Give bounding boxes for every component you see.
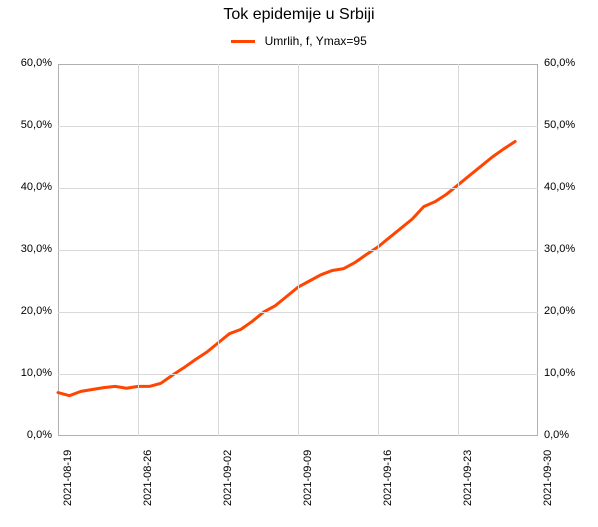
legend-swatch: [231, 40, 255, 43]
gridline-v: [458, 64, 459, 436]
x-tick-label: 2021-09-23: [462, 450, 474, 506]
y-tick-left: 10,0%: [21, 367, 52, 379]
legend-label: Umrlih, f, Ymax=95: [265, 34, 367, 48]
y-tick-right: 60,0%: [544, 57, 575, 69]
y-tick-right: 20,0%: [544, 305, 575, 317]
gridline-v: [218, 64, 219, 436]
x-tick-label: 2021-09-09: [302, 450, 314, 506]
y-tick-right: 40,0%: [544, 181, 575, 193]
y-tick-right: 10,0%: [544, 367, 575, 379]
series-line: [58, 142, 515, 396]
y-tick-right: 0,0%: [544, 429, 569, 441]
y-tick-left: 40,0%: [21, 181, 52, 193]
gridline-v: [298, 64, 299, 436]
x-tick-label: 2021-09-02: [222, 450, 234, 506]
chart-legend: Umrlih, f, Ymax=95: [0, 34, 598, 48]
x-tick-label: 2021-08-26: [142, 450, 154, 506]
x-tick-label: 2021-09-16: [382, 450, 394, 506]
chart-title: Tok epidemije u Srbiji: [0, 6, 598, 24]
y-tick-left: 20,0%: [21, 305, 52, 317]
chart-container: Tok epidemije u Srbiji Umrlih, f, Ymax=9…: [0, 0, 598, 527]
y-tick-left: 60,0%: [21, 57, 52, 69]
gridline-v: [378, 64, 379, 436]
y-tick-left: 30,0%: [21, 243, 52, 255]
y-tick-right: 50,0%: [544, 119, 575, 131]
plot-area: 0,0%0,0%10,0%10,0%20,0%20,0%30,0%30,0%40…: [58, 64, 538, 436]
y-tick-left: 0,0%: [27, 429, 52, 441]
x-tick-label: 2021-08-19: [62, 450, 74, 506]
x-tick-label: 2021-09-30: [542, 450, 554, 506]
gridline-v: [138, 64, 139, 436]
y-tick-right: 30,0%: [544, 243, 575, 255]
y-tick-left: 50,0%: [21, 119, 52, 131]
